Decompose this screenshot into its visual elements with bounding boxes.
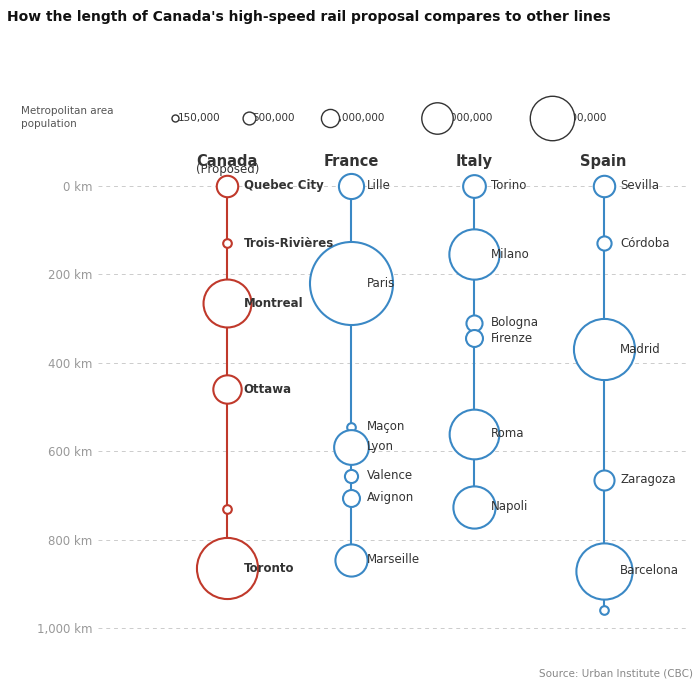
Text: Quebec City: Quebec City <box>244 179 323 192</box>
Text: Torino: Torino <box>491 179 526 192</box>
Text: Firenze: Firenze <box>491 332 533 345</box>
Text: France: France <box>323 154 379 169</box>
Text: Napoli: Napoli <box>491 500 528 513</box>
Point <box>345 470 356 481</box>
Point <box>469 501 480 512</box>
Text: Zaragoza: Zaragoza <box>620 473 676 486</box>
Text: Roma: Roma <box>491 427 524 440</box>
Point <box>598 180 609 191</box>
Text: 1,000,000: 1,000,000 <box>332 113 385 123</box>
Text: Sevilla: Sevilla <box>620 179 659 192</box>
Text: Lille: Lille <box>368 179 391 192</box>
Text: 150,000: 150,000 <box>178 113 220 123</box>
Text: Milano: Milano <box>491 248 529 261</box>
Text: 3,000,000: 3,000,000 <box>440 113 492 123</box>
Text: Toronto: Toronto <box>244 562 294 575</box>
Point <box>469 318 480 329</box>
Text: Avignon: Avignon <box>368 491 414 504</box>
Point <box>345 441 356 452</box>
Text: Valence: Valence <box>368 469 414 482</box>
Point <box>169 112 181 123</box>
Text: Marseille: Marseille <box>368 553 421 566</box>
Point <box>598 344 609 355</box>
Point <box>598 605 609 616</box>
Point <box>222 297 233 308</box>
Text: Madrid: Madrid <box>620 343 661 356</box>
Point <box>598 238 609 249</box>
Point <box>222 180 233 191</box>
Point <box>324 112 335 123</box>
Text: Bologna: Bologna <box>491 316 539 329</box>
Text: Source: Urban Institute (CBC): Source: Urban Institute (CBC) <box>539 668 693 679</box>
Point <box>469 333 480 344</box>
Text: Barcelona: Barcelona <box>620 564 679 577</box>
Point <box>222 503 233 514</box>
Text: Montreal: Montreal <box>244 297 303 310</box>
Point <box>222 563 233 574</box>
Text: Córdoba: Córdoba <box>620 237 670 250</box>
Point <box>345 492 356 503</box>
Text: Metropolitan area
population: Metropolitan area population <box>21 106 113 130</box>
Point <box>469 428 480 439</box>
Point <box>345 180 356 191</box>
Text: Italy: Italy <box>456 154 493 169</box>
Point <box>244 112 255 123</box>
Point <box>345 278 356 288</box>
Point <box>546 112 557 123</box>
Text: Trois-Rivières: Trois-Rivières <box>244 237 334 250</box>
Text: Maçon: Maçon <box>368 420 406 433</box>
Text: Paris: Paris <box>368 277 395 290</box>
Point <box>222 238 233 249</box>
Text: Spain: Spain <box>580 154 627 169</box>
Text: 500,000: 500,000 <box>252 113 295 123</box>
Point <box>345 421 356 432</box>
Text: 6,000,000: 6,000,000 <box>554 113 607 123</box>
Text: (Proposed): (Proposed) <box>196 163 259 176</box>
Point <box>432 112 443 123</box>
Text: Ottawa: Ottawa <box>244 383 292 396</box>
Point <box>345 554 356 565</box>
Point <box>598 565 609 576</box>
Point <box>222 384 233 395</box>
Point <box>469 180 480 191</box>
Text: Canada: Canada <box>197 154 258 169</box>
Point <box>598 475 609 486</box>
Text: Lyon: Lyon <box>368 441 394 454</box>
Text: How the length of Canada's high-speed rail proposal compares to other lines: How the length of Canada's high-speed ra… <box>7 10 610 25</box>
Point <box>469 249 480 260</box>
